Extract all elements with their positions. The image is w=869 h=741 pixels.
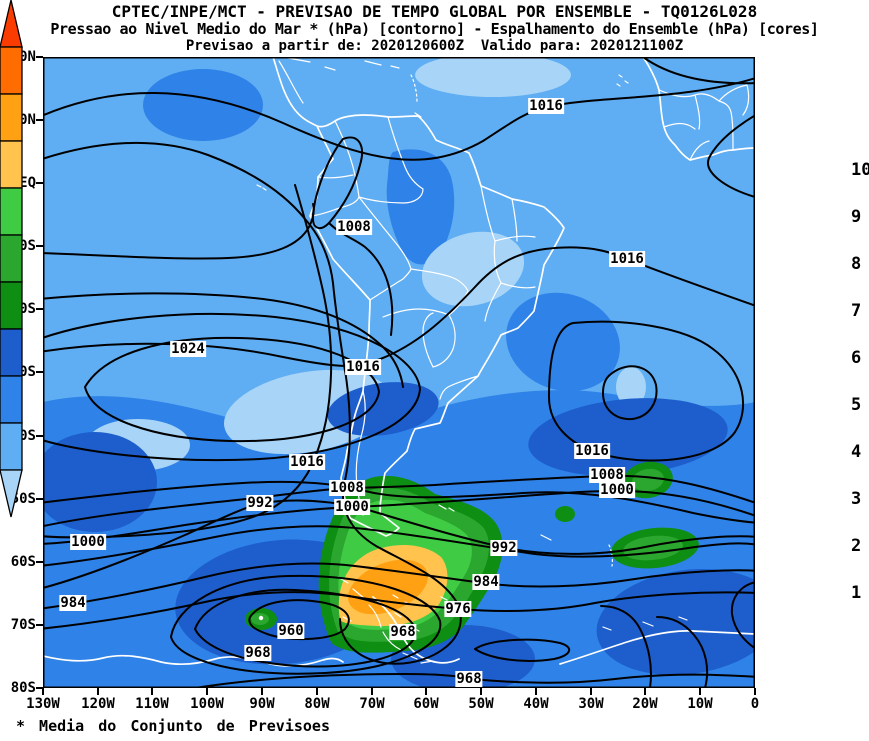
lon-tick-mark — [699, 688, 701, 695]
lat-tick-mark — [36, 308, 43, 310]
spread-colorbar — [0, 0, 54, 527]
lon-tick-label: 0 — [750, 696, 760, 712]
subtitle-variables: Pressao ao Nivel Medio do Mar * (hPa) [c… — [50, 20, 819, 38]
colorbar-band — [0, 93, 23, 142]
isobar-value-label: 1000 — [334, 499, 370, 515]
isobar-value-label: 960 — [277, 623, 305, 639]
page-title: CPTEC/INPE/MCT - PREVISAO DE TEMPO GLOBA… — [111, 2, 758, 21]
isobar-value-label: 1016 — [289, 454, 325, 470]
lon-tick-mark — [535, 688, 537, 695]
lon-tick-mark — [371, 688, 373, 695]
colorbar-tick-label: 2 — [851, 536, 862, 556]
lon-tick-label: 60W — [413, 696, 439, 712]
footnote-ensemble-mean: * Media do Conjunto de Previsoes — [16, 717, 330, 735]
lat-tick-mark — [36, 435, 43, 437]
isobar-value-label: 1000 — [599, 482, 635, 498]
colorbar-band — [0, 328, 23, 377]
isobar-value-label: 984 — [59, 595, 87, 611]
lon-tick-mark — [151, 688, 153, 695]
lat-tick-mark — [36, 624, 43, 626]
lat-tick-label: 50S — [10, 491, 36, 507]
coastlines — [43, 57, 755, 667]
colorbar-tick-label: 3 — [851, 489, 862, 509]
lon-tick-label: 120W — [81, 696, 115, 712]
isobar-value-label: 968 — [455, 671, 483, 687]
isobar-value-label: 1024 — [170, 341, 206, 357]
colorbar-tick-label: 5 — [851, 395, 862, 415]
lon-tick-label: 80W — [304, 696, 330, 712]
isobar-value-label: 1000 — [70, 534, 106, 550]
lon-tick-mark — [425, 688, 427, 695]
map-plot-area — [43, 57, 755, 688]
lon-tick-mark — [261, 688, 263, 695]
lat-tick-label: 60S — [10, 554, 36, 570]
lon-tick-mark — [480, 688, 482, 695]
lat-tick-mark — [36, 182, 43, 184]
colorbar-tick-label: 6 — [851, 348, 862, 368]
lon-tick-mark — [590, 688, 592, 695]
colorbar-tick-label: 9 — [851, 207, 862, 227]
isobar-value-label: 1016 — [345, 359, 381, 375]
colorbar-band — [0, 375, 23, 424]
lon-tick-mark — [316, 688, 318, 695]
isobar-value-label: 1008 — [336, 219, 372, 235]
lon-tick-label: 70W — [359, 696, 385, 712]
lat-tick-mark — [36, 245, 43, 247]
lon-tick-label: 20W — [632, 696, 658, 712]
isobar-value-label: 1016 — [609, 251, 645, 267]
lat-tick-label: EQ — [19, 175, 36, 191]
colorbar-band — [0, 281, 23, 330]
lon-tick-label: 90W — [249, 696, 275, 712]
colorbar-band — [0, 46, 23, 95]
isobar-value-label: 968 — [389, 624, 417, 640]
lat-tick-mark — [36, 56, 43, 58]
colorbar-tick-label: 7 — [851, 301, 862, 321]
isobar-value-label: 992 — [490, 540, 518, 556]
colorbar-tick-label: 8 — [851, 254, 862, 274]
lon-tick-mark — [97, 688, 99, 695]
isobar-value-label: 984 — [472, 574, 500, 590]
lat-tick-mark — [36, 687, 43, 689]
lon-tick-label: 130W — [26, 696, 60, 712]
subtitle-validity: Previsao a partir de: 2020120600Z Valido… — [185, 38, 684, 54]
map-canvas — [43, 57, 755, 688]
colorbar-above-arrow — [0, 0, 23, 48]
isobar-value-label: 1008 — [329, 480, 365, 496]
colorbar-band — [0, 234, 23, 283]
colorbar-tick-label: 1 — [851, 583, 862, 603]
colorbar-tick-label: 10 — [851, 160, 869, 180]
isobar-value-label: 992 — [246, 495, 274, 511]
lon-tick-label: 100W — [190, 696, 224, 712]
lon-tick-mark — [42, 688, 44, 695]
lon-tick-mark — [206, 688, 208, 695]
colorbar-below-arrow — [0, 469, 23, 518]
isobar-value-label: 968 — [244, 645, 272, 661]
colorbar-band — [0, 422, 23, 471]
lat-tick-label: 70S — [10, 617, 36, 633]
colorbar-tick-label: 4 — [851, 442, 862, 462]
colorbar-band — [0, 140, 23, 189]
isobar-value-label: 1016 — [528, 98, 564, 114]
lat-tick-mark — [36, 371, 43, 373]
lon-tick-mark — [754, 688, 756, 695]
lat-tick-label: 80S — [10, 680, 36, 696]
lat-tick-mark — [36, 498, 43, 500]
lon-tick-label: 50W — [468, 696, 494, 712]
lon-tick-label: 30W — [578, 696, 604, 712]
isobar-value-label: 1016 — [574, 443, 610, 459]
lon-tick-label: 110W — [135, 696, 169, 712]
isobar-value-label: 1008 — [589, 467, 625, 483]
lon-tick-label: 40W — [523, 696, 549, 712]
colorbar-band — [0, 187, 23, 236]
colorbar-canvas — [0, 0, 23, 518]
lon-tick-label: 10W — [687, 696, 713, 712]
lon-tick-mark — [644, 688, 646, 695]
lat-tick-mark — [36, 119, 43, 121]
lat-tick-mark — [36, 561, 43, 563]
isobar-value-label: 976 — [444, 601, 472, 617]
